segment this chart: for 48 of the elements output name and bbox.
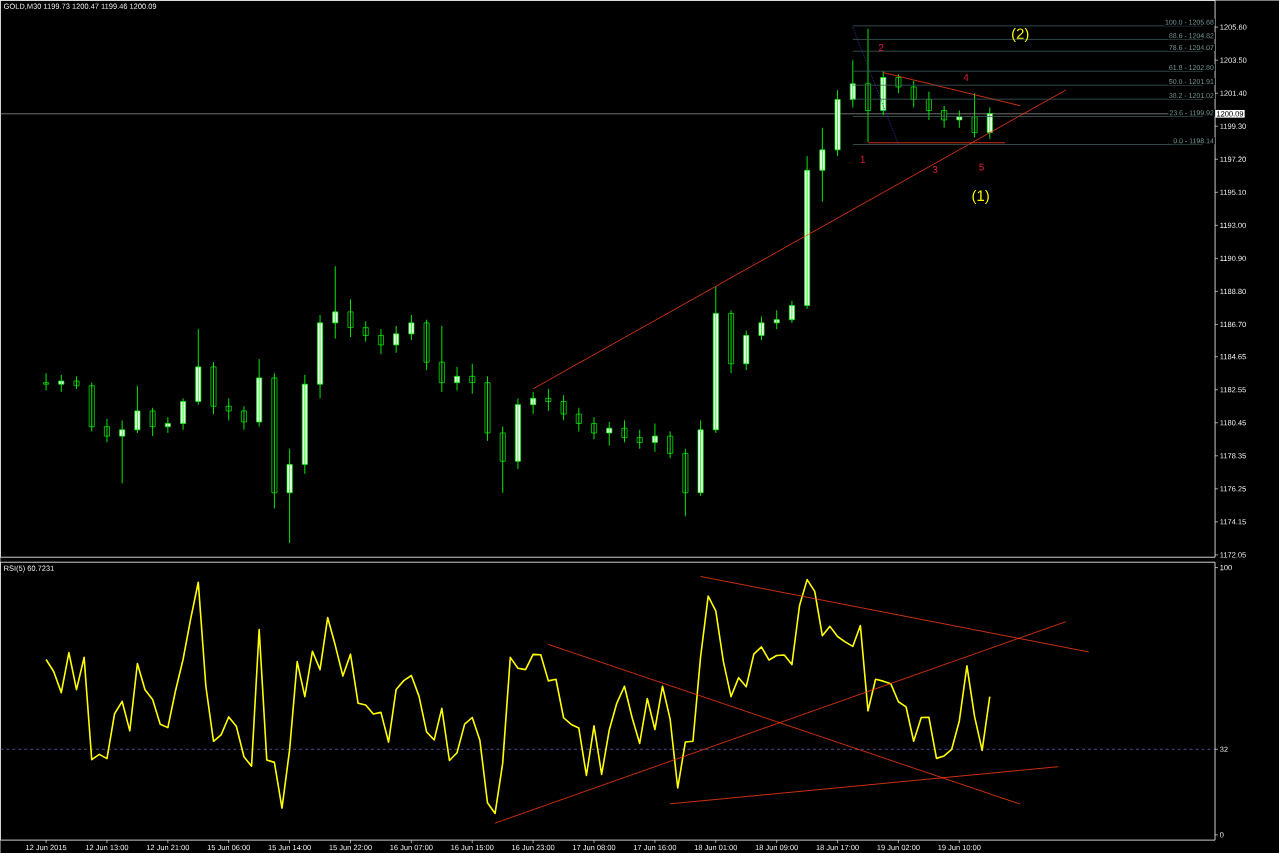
candlestick: [682, 448, 689, 517]
candlestick: [606, 421, 613, 446]
candlestick: [271, 372, 278, 509]
candlestick: [545, 388, 552, 412]
candlestick: [347, 298, 354, 338]
candlestick: [119, 419, 126, 484]
candlestick: [971, 92, 978, 138]
annotation: 5: [979, 163, 984, 171]
candlestick: [210, 361, 217, 415]
annotation: 4: [963, 73, 969, 81]
candlestick: [773, 309, 780, 330]
candlestick: [393, 325, 400, 354]
candlestick: [575, 407, 582, 432]
candlestick: [58, 374, 65, 393]
candlestick: [910, 80, 917, 108]
candlestick: [88, 382, 95, 432]
annotation: 2: [878, 44, 884, 51]
line-series: [45, 578, 991, 815]
candlestick: [423, 319, 430, 371]
candlestick: [621, 419, 628, 443]
candlestick: [758, 316, 765, 341]
annotation: 1: [860, 155, 865, 163]
candlestick: [895, 73, 902, 94]
candlestick: [636, 429, 643, 450]
candlestick: [469, 363, 476, 395]
candlestick: [819, 127, 826, 203]
candlestick: [499, 426, 506, 494]
annotation: 3: [932, 165, 938, 174]
candlestick: [332, 265, 339, 339]
candlestick: [43, 372, 50, 391]
annotation: (2): [1012, 27, 1029, 42]
candlestick: [164, 416, 171, 434]
line-series: [852, 26, 899, 145]
candlestick: [956, 109, 963, 129]
candlestick: [286, 448, 293, 544]
candlestick: [149, 407, 156, 437]
candlestick: [362, 320, 369, 343]
annotation: (1): [972, 190, 989, 204]
candlestick: [408, 314, 415, 341]
candlestick: [134, 385, 141, 434]
candlestick: [225, 397, 232, 421]
candlestick: [834, 89, 841, 157]
candlestick: [560, 394, 567, 421]
candlestick: [697, 419, 704, 497]
candlestick: [195, 328, 202, 406]
line-series: [882, 72, 1021, 107]
candlestick: [73, 375, 80, 390]
candlestick: [484, 375, 491, 442]
